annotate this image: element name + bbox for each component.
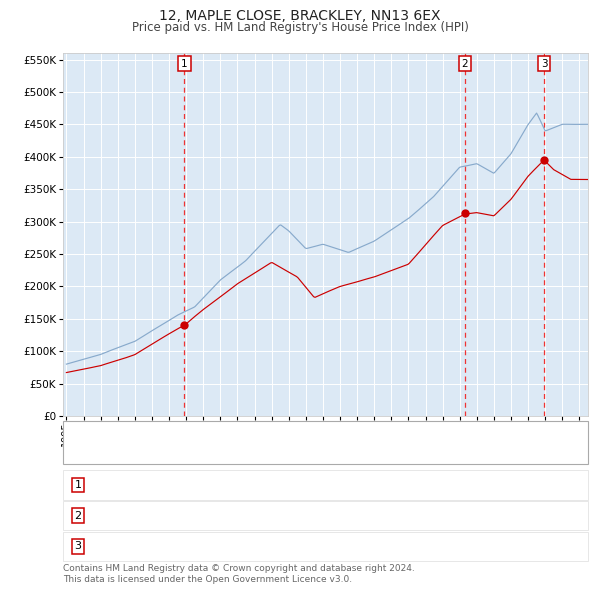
Text: This data is licensed under the Open Government Licence v3.0.: This data is licensed under the Open Gov… xyxy=(63,575,352,584)
Text: 20-APR-2018: 20-APR-2018 xyxy=(118,509,194,522)
Text: 1: 1 xyxy=(74,480,82,490)
Text: £140,000: £140,000 xyxy=(281,478,337,491)
Text: 08-DEC-2022: 08-DEC-2022 xyxy=(117,540,195,553)
Text: 12, MAPLE CLOSE, BRACKLEY, NN13 6EX (detached house): 12, MAPLE CLOSE, BRACKLEY, NN13 6EX (det… xyxy=(121,428,448,438)
Text: 3: 3 xyxy=(74,542,82,551)
Text: Contains HM Land Registry data © Crown copyright and database right 2024.: Contains HM Land Registry data © Crown c… xyxy=(63,564,415,573)
Text: Price paid vs. HM Land Registry's House Price Index (HPI): Price paid vs. HM Land Registry's House … xyxy=(131,21,469,34)
Text: £312,500: £312,500 xyxy=(281,509,337,522)
Text: 2: 2 xyxy=(461,58,468,68)
Text: 23-NOV-2001: 23-NOV-2001 xyxy=(117,478,195,491)
Text: 2: 2 xyxy=(74,511,82,520)
Text: 21% ↓ HPI: 21% ↓ HPI xyxy=(392,509,454,522)
Text: 18% ↓ HPI: 18% ↓ HPI xyxy=(392,478,454,491)
Text: 3: 3 xyxy=(541,58,547,68)
Text: 12, MAPLE CLOSE, BRACKLEY, NN13 6EX: 12, MAPLE CLOSE, BRACKLEY, NN13 6EX xyxy=(159,9,441,24)
Text: 1: 1 xyxy=(181,58,188,68)
Text: 16% ↓ HPI: 16% ↓ HPI xyxy=(392,540,454,553)
Text: HPI: Average price, detached house, West Northamptonshire: HPI: Average price, detached house, West… xyxy=(121,447,460,457)
Text: £395,000: £395,000 xyxy=(281,540,337,553)
